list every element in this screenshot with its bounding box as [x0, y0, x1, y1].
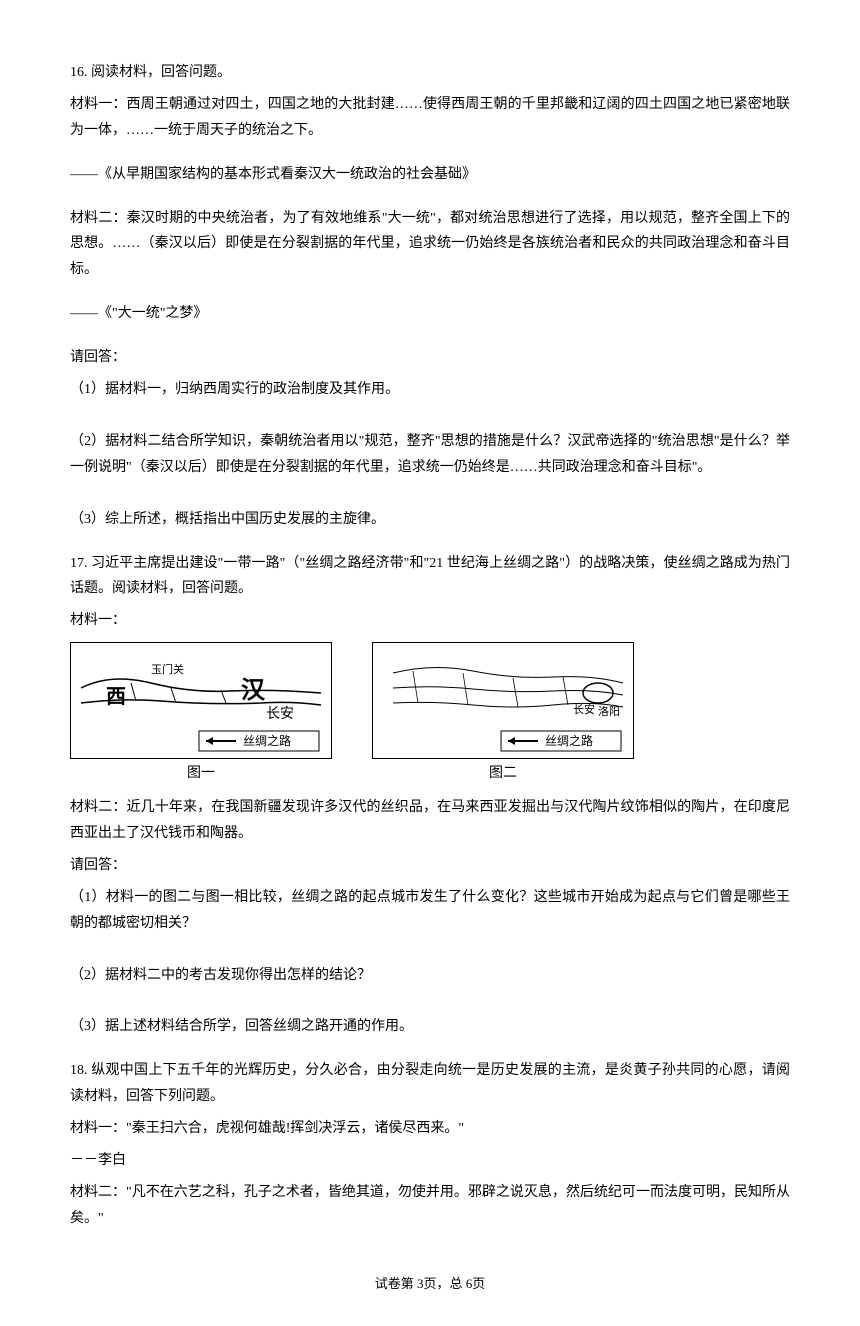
q16-m1: 材料一：西周王朝通过对四土，四国之地的大批封建……使得西周王朝的千里邦畿和辽阔的… — [70, 92, 790, 144]
q16-m2: 材料二：秦汉时期的中央统治者，为了有效地维系"大一统"，都对统治思想进行了选择，… — [70, 206, 790, 284]
q17-answer-label: 请回答： — [70, 853, 790, 879]
svg-text:玉门关: 玉门关 — [151, 662, 184, 676]
q17-sub2: （2）据材料二中的考古发现你得出怎样的结论？ — [70, 963, 790, 989]
q16-intro: 16. 阅读材料，回答问题。 — [70, 60, 790, 86]
q16-sub3: （3）综上所述，概括指出中国历史发展的主旋律。 — [70, 507, 790, 533]
q17-sub1: （1）材料一的图二与图一相比较，丝绸之路的起点城市发生了什么变化？这些城市开始成… — [70, 885, 790, 937]
svg-text:汉: 汉 — [241, 677, 266, 704]
svg-text:丝绸之路: 丝绸之路 — [243, 733, 291, 748]
q16-sub1: （1）据材料一，归纳西周实行的政治制度及其作用。 — [70, 377, 790, 403]
map-figure-1: 长安 汉 西 玉门关 丝绸之路 — [70, 642, 332, 759]
q18-m1: 材料一："秦王扫六合，虎视何雄哉!挥剑决浮云，诸侯尽西来。" — [70, 1116, 790, 1142]
page-footer: 试卷第 3页，总 6页 — [70, 1272, 790, 1296]
q18-m2: 材料二："凡不在六艺之科，孔子之术者，皆绝其道，勿使并用。邪辟之说灭息，然后统纪… — [70, 1180, 790, 1232]
q17-sub3: （3）据上述材料结合所学，回答丝绸之路开通的作用。 — [70, 1014, 790, 1040]
svg-text:西: 西 — [106, 686, 126, 708]
svg-text:长安: 长安 — [573, 702, 595, 716]
q17-intro: 17. 习近平主席提出建设"一带一路"（"丝绸之路经济带"和"21 世纪海上丝绸… — [70, 551, 790, 603]
svg-text:洛阳: 洛阳 — [598, 704, 620, 718]
svg-text:长安: 长安 — [266, 706, 294, 722]
q17-num: 17. — [70, 556, 91, 571]
svg-text:丝绸之路: 丝绸之路 — [545, 733, 593, 748]
q16-m1-source: ——《从早期国家结构的基本形式看秦汉大一统政治的社会基础》 — [70, 162, 790, 188]
q16-sub2: （2）据材料二结合所学知识，秦朝统治者用以"规范，整齐"思想的措施是什么？汉武帝… — [70, 429, 790, 481]
q16-num: 16. — [70, 65, 91, 80]
map2-caption: 图二 — [373, 761, 633, 787]
q18-m1-source: －－李白 — [70, 1148, 790, 1174]
q17-m2: 材料二：近几十年来，在我国新疆发现许多汉代的丝织品，在马来西亚发掘出与汉代陶片纹… — [70, 795, 790, 847]
figure-maps: 长安 汉 西 玉门关 丝绸之路 图一 — [70, 642, 790, 787]
q17-m1-label: 材料一： — [70, 608, 790, 634]
map1-caption: 图一 — [71, 761, 331, 787]
q18-num: 18. — [70, 1063, 91, 1078]
map-figure-2: 长安 洛阳 丝绸之路 — [372, 642, 634, 759]
q16-answer-label: 请回答： — [70, 345, 790, 371]
q18-intro: 18. 纵观中国上下五千年的光辉历史，分久必合，由分裂走向统一是历史发展的主流，… — [70, 1058, 790, 1110]
q16-m2-source: ——《"大一统"之梦》 — [70, 301, 790, 327]
